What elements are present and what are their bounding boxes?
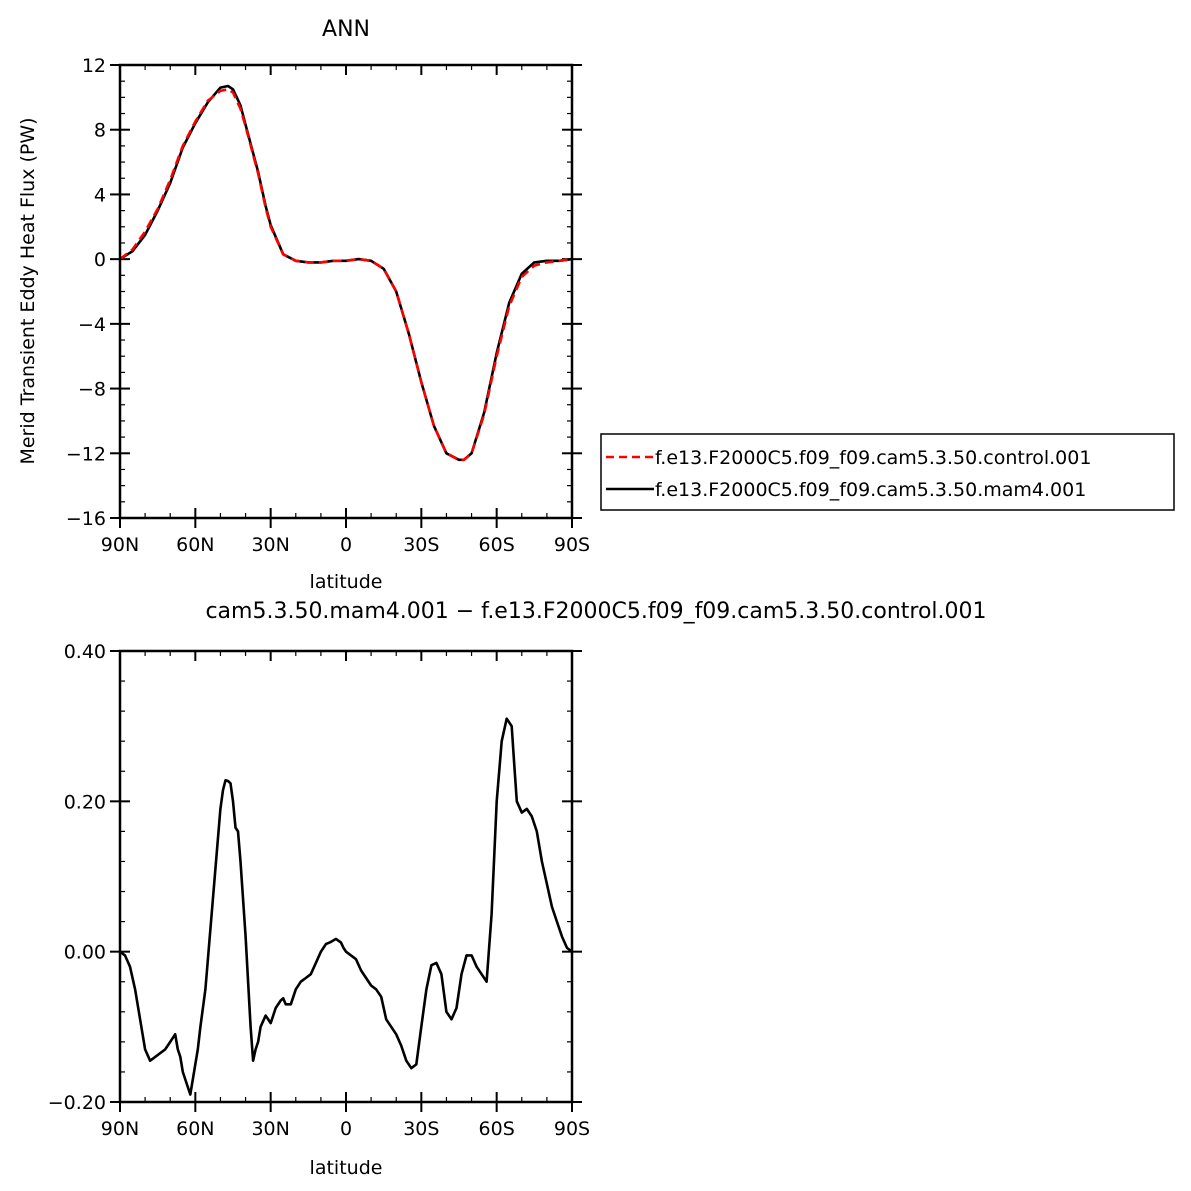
legend-label-control: f.e13.F2000C5.f09_f09.cam5.3.50.control.… xyxy=(655,447,1091,469)
top-x-tick-label: 30N xyxy=(251,534,289,556)
legend: f.e13.F2000C5.f09_f09.cam5.3.50.control.… xyxy=(600,433,1175,511)
bot-x-tick-label: 30S xyxy=(403,1118,439,1140)
top-x-tick-label: 90S xyxy=(554,534,590,556)
bottom-x-tick-labels: 90N 60N 30N 0 30S 60S 90S xyxy=(101,1118,590,1140)
top-y-tick-label: 4 xyxy=(94,184,106,206)
top-series-line-control xyxy=(119,88,573,462)
bottom-chart-title: cam5.3.50.mam4.001 − f.e13.F2000C5.f09_f… xyxy=(205,599,986,624)
top-y-tick-label: 0 xyxy=(94,249,106,271)
bot-y-tick-label: −0.20 xyxy=(48,1092,106,1114)
bottom-x-axis-label: latitude xyxy=(310,1157,383,1179)
bot-x-tick-label: 30N xyxy=(251,1118,289,1140)
bot-y-tick-label: 0.20 xyxy=(64,791,106,813)
legend-box xyxy=(600,433,1175,511)
top-x-tick-label: 60S xyxy=(479,534,515,556)
top-x-axis-label: latitude xyxy=(310,571,383,593)
bot-x-tick-label: 90S xyxy=(554,1118,590,1140)
bottom-axes-ticks xyxy=(110,650,582,1112)
bot-x-tick-label: 60S xyxy=(479,1118,515,1140)
bottom-y-tick-labels: 0.40 0.20 0.00 −0.20 xyxy=(48,641,106,1114)
top-y-tick-label: −12 xyxy=(66,443,106,465)
top-y-tick-label: −16 xyxy=(66,508,106,530)
bottom-panel: cam5.3.50.mam4.001 − f.e13.F2000C5.f09_f… xyxy=(0,599,987,1179)
bot-x-tick-label: 90N xyxy=(101,1118,139,1140)
bottom-series-group xyxy=(119,717,573,1096)
top-x-tick-label: 90N xyxy=(101,534,139,556)
top-plot-frame xyxy=(118,63,574,520)
bottom-plot-frame xyxy=(118,649,574,1104)
top-panel: ANN 90N 60N 30N 0 30S 60S 90S 12840−4−8−12−16 … xyxy=(17,17,590,593)
bot-x-tick-label: 60N xyxy=(176,1118,214,1140)
top-y-tick-labels: 12 8 4 0 −4 −8 −12 −16 xyxy=(66,55,106,530)
bottom-y-axis-label: Merid Transient Eddy Heat Flux (PW) xyxy=(0,702,21,1049)
top-x-tick-label: 0 xyxy=(340,534,352,556)
bot-series-line-mam4 xyxy=(119,717,573,1096)
top-y-tick-label: −4 xyxy=(78,314,106,336)
top-series-line-mam4 xyxy=(119,84,573,462)
top-y-axis-label: Merid Transient Eddy Heat Flux (PW) xyxy=(17,117,39,464)
top-x-tick-label: 30S xyxy=(403,534,439,556)
top-x-tick-labels: 90N 60N 30N 0 30S 60S 90S xyxy=(101,534,590,556)
bot-y-tick-label: 0.00 xyxy=(64,942,106,964)
top-y-tick-label: 12 xyxy=(82,55,106,77)
top-y-tick-label: 8 xyxy=(94,120,106,142)
legend-label-mam4: f.e13.F2000C5.f09_f09.cam5.3.50.mam4.001 xyxy=(655,479,1086,501)
top-series-group xyxy=(119,84,573,462)
bot-y-tick-label: 0.40 xyxy=(64,641,106,663)
top-chart-title: ANN xyxy=(322,17,370,42)
top-x-tick-label: 60N xyxy=(176,534,214,556)
bot-x-tick-label: 0 xyxy=(340,1118,352,1140)
top-y-tick-label: −8 xyxy=(78,379,106,401)
